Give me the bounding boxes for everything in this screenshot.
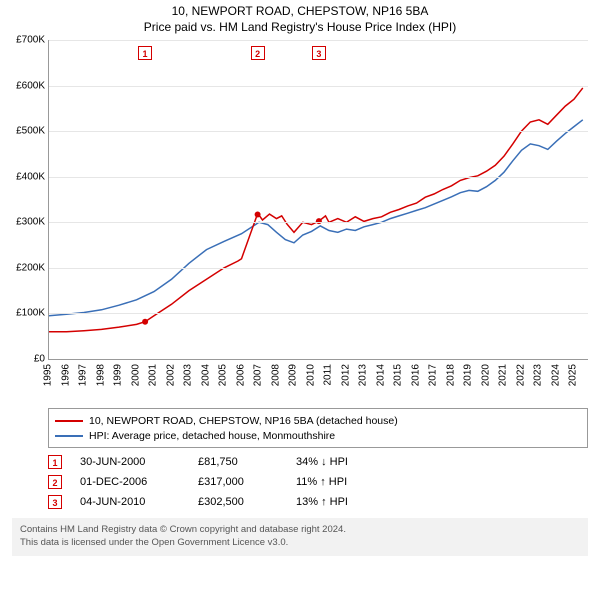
x-tick-label: 2006	[235, 364, 246, 386]
x-tick-label: 2000	[130, 364, 141, 386]
sales-list: 1 30-JUN-2000 £81,750 34% ↓ HPI 2 01-DEC…	[48, 452, 588, 512]
sale-date: 30-JUN-2000	[80, 456, 180, 468]
legend-item-hpi: HPI: Average price, detached house, Monm…	[55, 428, 581, 443]
sale-point-marker	[142, 319, 148, 325]
legend: 10, NEWPORT ROAD, CHEPSTOW, NP16 5BA (de…	[48, 408, 588, 448]
sale-badge: 2	[48, 475, 62, 489]
y-tick-label: £600K	[1, 80, 45, 91]
x-tick-label: 2013	[358, 364, 369, 386]
y-tick-label: £100K	[1, 308, 45, 319]
plot-area: £0£100K£200K£300K£400K£500K£600K£700K123	[48, 40, 588, 360]
x-tick-label: 2020	[480, 364, 491, 386]
sale-delta: 13% ↑ HPI	[296, 496, 348, 508]
x-tick-label: 1996	[60, 364, 71, 386]
y-tick-label: £500K	[1, 126, 45, 137]
x-tick-label: 2009	[288, 364, 299, 386]
x-tick-label: 2018	[445, 364, 456, 386]
series-property	[49, 88, 583, 332]
sale-point-marker	[255, 212, 261, 218]
x-tick-label: 2005	[218, 364, 229, 386]
sale-row: 1 30-JUN-2000 £81,750 34% ↓ HPI	[48, 452, 588, 472]
sale-marker-badge: 2	[251, 46, 265, 60]
x-tick-label: 2008	[270, 364, 281, 386]
sale-badge: 1	[48, 455, 62, 469]
y-tick-label: £200K	[1, 262, 45, 273]
x-tick-label: 2010	[305, 364, 316, 386]
x-tick-label: 2019	[463, 364, 474, 386]
sale-marker-badge: 1	[138, 46, 152, 60]
sale-date: 01-DEC-2006	[80, 476, 180, 488]
x-tick-label: 1997	[78, 364, 89, 386]
sale-delta: 11% ↑ HPI	[296, 476, 347, 488]
x-tick-label: 1998	[95, 364, 106, 386]
y-tick-label: £300K	[1, 217, 45, 228]
x-tick-label: 2003	[183, 364, 194, 386]
x-axis-labels: 1995199619971998199920002001200220032004…	[48, 360, 588, 402]
x-tick-label: 2017	[428, 364, 439, 386]
x-tick-label: 2011	[323, 364, 334, 386]
x-tick-label: 2002	[165, 364, 176, 386]
footer-line-1: Contains HM Land Registry data © Crown c…	[20, 524, 580, 537]
plot-svg	[49, 40, 588, 359]
x-tick-label: 2025	[568, 364, 579, 386]
footer-line-2: This data is licensed under the Open Gov…	[20, 537, 580, 550]
legend-swatch-hpi	[55, 435, 83, 437]
y-tick-label: £0	[1, 354, 45, 365]
x-tick-label: 2023	[533, 364, 544, 386]
y-tick-label: £700K	[1, 35, 45, 46]
sale-marker-badge: 3	[312, 46, 326, 60]
x-tick-label: 2007	[253, 364, 264, 386]
sale-price: £81,750	[198, 456, 278, 468]
x-tick-label: 2016	[410, 364, 421, 386]
legend-label-hpi: HPI: Average price, detached house, Monm…	[89, 430, 335, 442]
chart-title: 10, NEWPORT ROAD, CHEPSTOW, NP16 5BA	[0, 4, 600, 18]
legend-item-property: 10, NEWPORT ROAD, CHEPSTOW, NP16 5BA (de…	[55, 413, 581, 428]
series-hpi	[49, 120, 583, 316]
x-tick-label: 2024	[550, 364, 561, 386]
x-tick-label: 2012	[340, 364, 351, 386]
x-tick-label: 2021	[498, 364, 509, 386]
legend-swatch-property	[55, 420, 83, 422]
sale-row: 3 04-JUN-2010 £302,500 13% ↑ HPI	[48, 492, 588, 512]
x-tick-label: 2014	[375, 364, 386, 386]
sale-date: 04-JUN-2010	[80, 496, 180, 508]
x-tick-label: 1995	[43, 364, 54, 386]
sale-badge: 3	[48, 495, 62, 509]
x-tick-label: 2022	[515, 364, 526, 386]
chart-subtitle: Price paid vs. HM Land Registry's House …	[0, 20, 600, 34]
x-tick-label: 2004	[200, 364, 211, 386]
chart-container: 10, NEWPORT ROAD, CHEPSTOW, NP16 5BA Pri…	[0, 4, 600, 594]
x-tick-label: 2015	[393, 364, 404, 386]
sale-delta: 34% ↓ HPI	[296, 456, 348, 468]
x-tick-label: 2001	[148, 364, 159, 386]
sale-row: 2 01-DEC-2006 £317,000 11% ↑ HPI	[48, 472, 588, 492]
y-tick-label: £400K	[1, 171, 45, 182]
legend-label-property: 10, NEWPORT ROAD, CHEPSTOW, NP16 5BA (de…	[89, 415, 398, 427]
x-tick-label: 1999	[113, 364, 124, 386]
sale-price: £317,000	[198, 476, 278, 488]
sale-price: £302,500	[198, 496, 278, 508]
footer-attribution: Contains HM Land Registry data © Crown c…	[12, 518, 588, 556]
